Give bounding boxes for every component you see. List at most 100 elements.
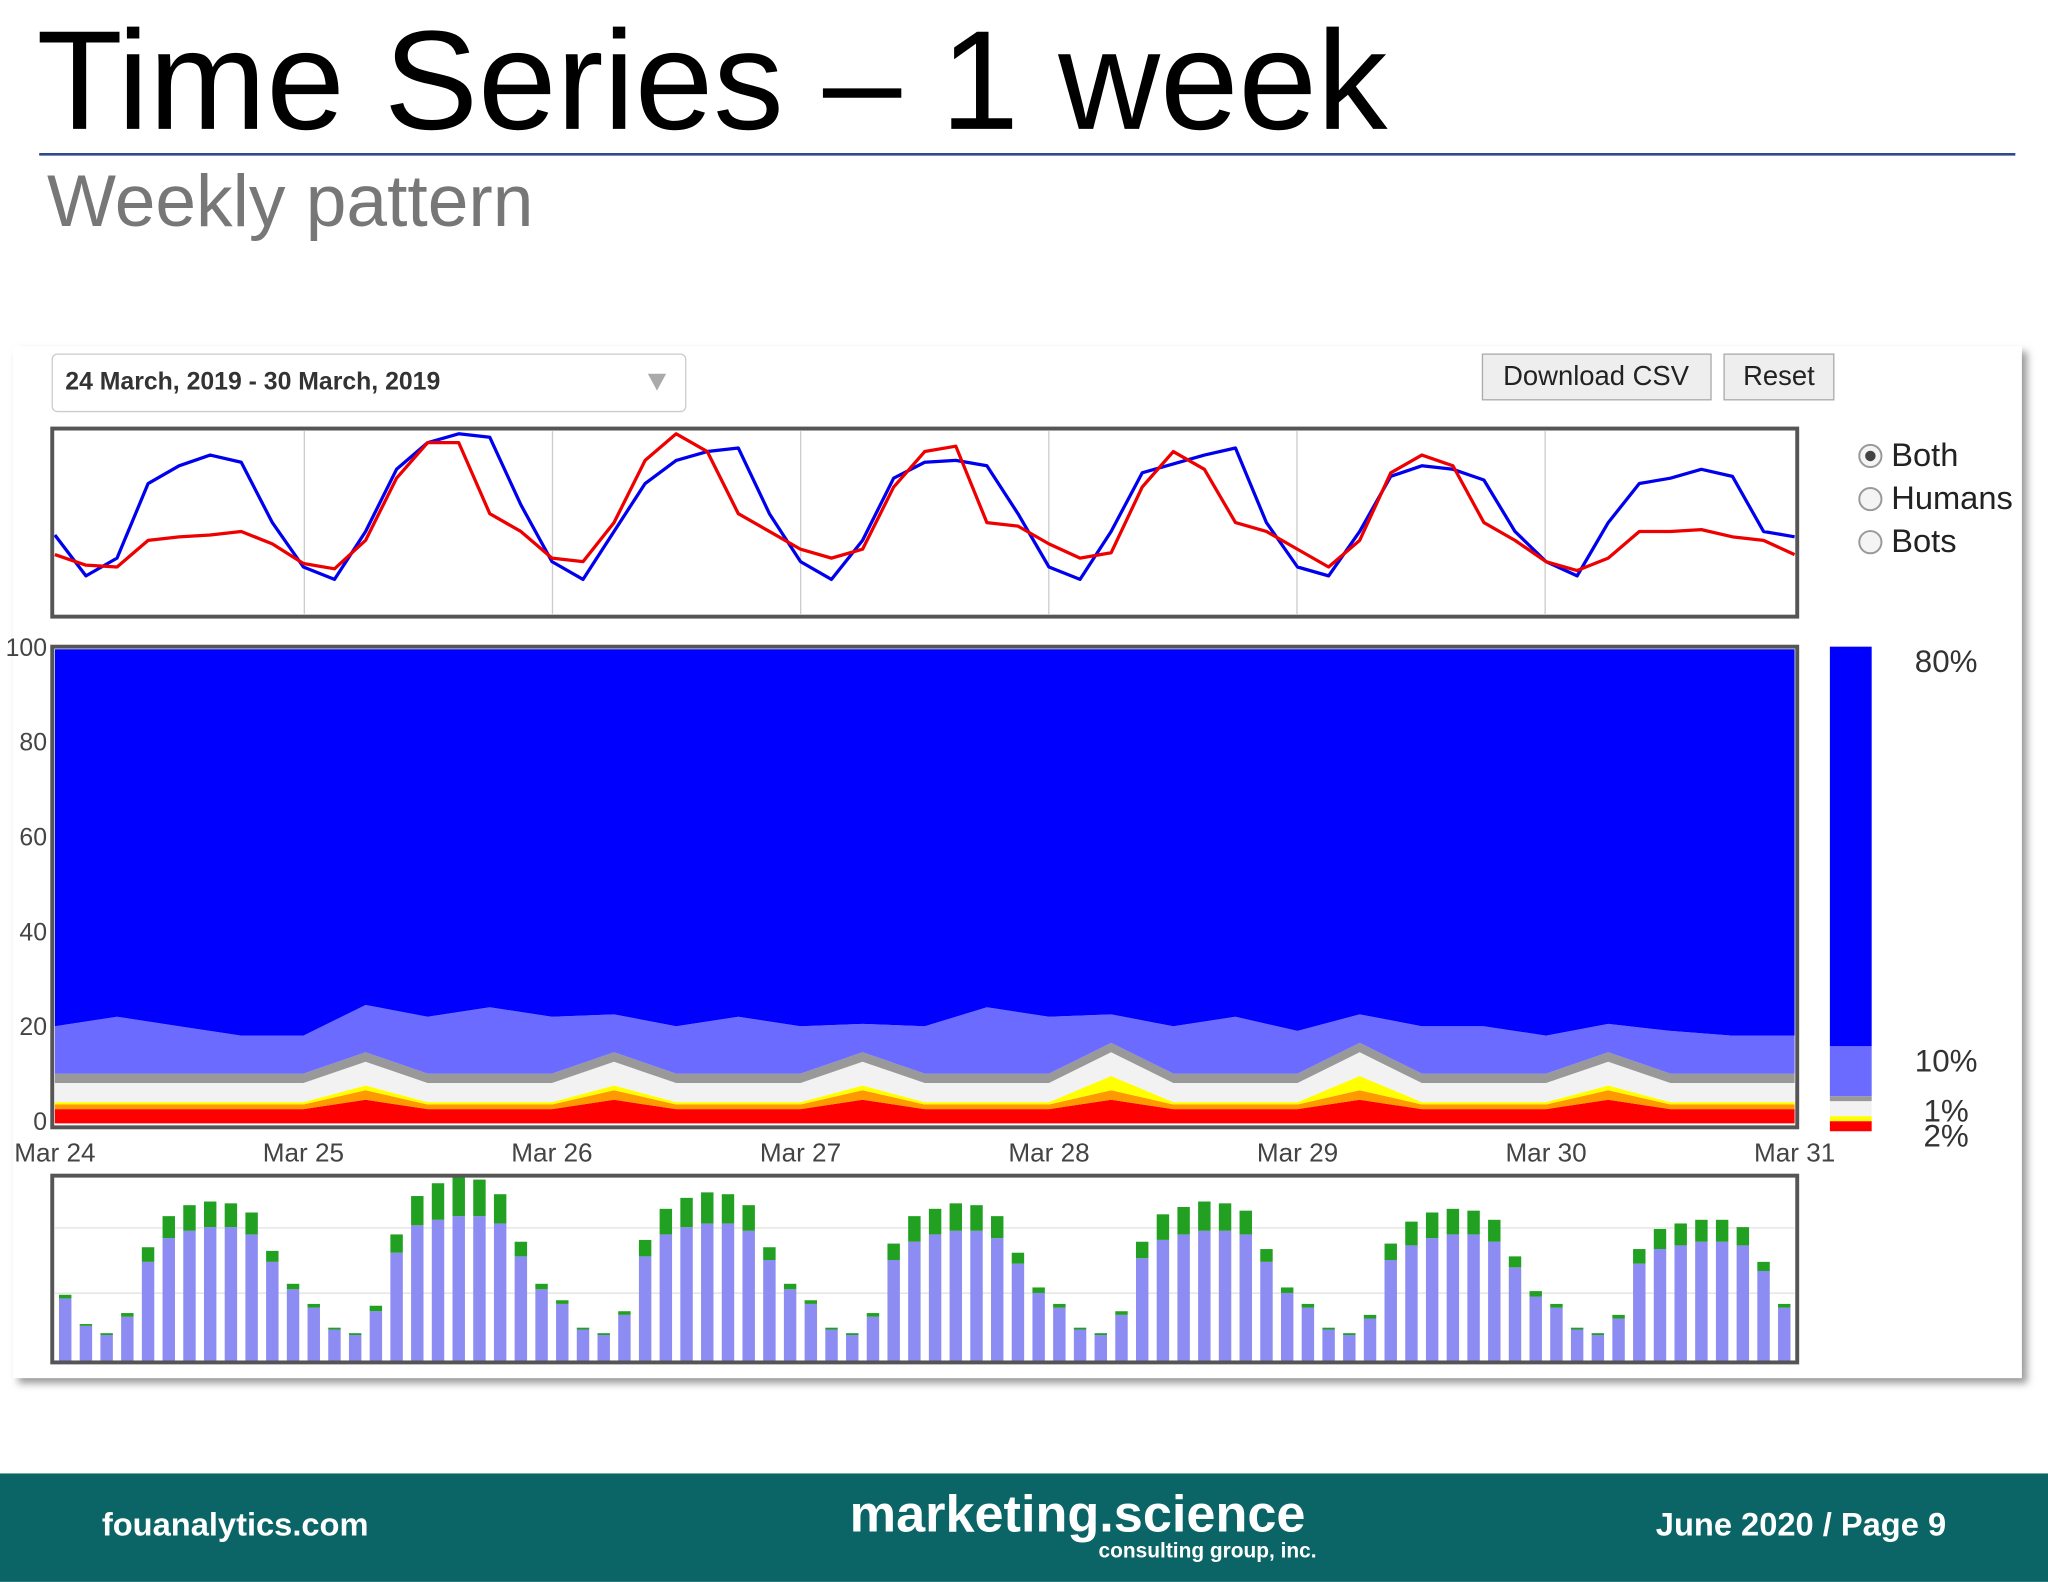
bar [804, 1300, 818, 1304]
bar [825, 1329, 838, 1363]
bar [411, 1196, 424, 1226]
dropdown-arrow [647, 373, 667, 391]
bar [1198, 1230, 1211, 1363]
bar [224, 1227, 238, 1363]
date-dropdown[interactable] [51, 353, 687, 413]
day-lines [303, 431, 1546, 615]
bar [121, 1316, 134, 1363]
bar [245, 1212, 258, 1235]
button-label: Download CSV [1503, 360, 1690, 391]
bar [1322, 1329, 1335, 1363]
bar [1591, 1335, 1605, 1363]
y-tick-label: 80 [19, 730, 47, 757]
bar [1032, 1287, 1045, 1293]
bar [659, 1234, 673, 1363]
bar [866, 1313, 880, 1317]
legend-segment [1829, 1101, 1872, 1117]
bar [203, 1227, 217, 1363]
radio-group: Both Humans Bots [1858, 436, 2013, 559]
bar [141, 1247, 155, 1262]
bar [928, 1208, 942, 1235]
radio[interactable] [1858, 530, 1883, 555]
bar [1280, 1292, 1294, 1363]
footer-right: June 2020 / Page 9 [1656, 1506, 1946, 1543]
bar [535, 1283, 548, 1290]
bar [1094, 1335, 1107, 1363]
bar [79, 1325, 93, 1363]
bar [991, 1238, 1004, 1363]
x-tick-label: Mar 31 [1754, 1138, 1835, 1168]
x-tick-label: Mar 24 [14, 1138, 95, 1168]
bar [783, 1283, 797, 1290]
bar [473, 1179, 486, 1217]
bar [162, 1216, 175, 1239]
bar [1405, 1221, 1418, 1246]
plot-area [52, 428, 1798, 617]
legend-label: 2% [1923, 1119, 1968, 1154]
bar [1384, 1243, 1397, 1261]
bar [846, 1335, 859, 1363]
bar [1177, 1207, 1190, 1235]
bar [1384, 1260, 1397, 1363]
bar [1508, 1256, 1522, 1268]
bar [1736, 1227, 1750, 1246]
legend-segment [1829, 1096, 1872, 1102]
bar [328, 1329, 341, 1363]
bar [597, 1333, 610, 1335]
button[interactable] [1723, 353, 1835, 401]
bar [866, 1316, 880, 1363]
bar [1115, 1314, 1128, 1363]
y-tick-label: 0 [33, 1109, 47, 1136]
bar [183, 1230, 196, 1363]
bar [1674, 1223, 1687, 1246]
bar [742, 1205, 755, 1231]
bar [701, 1223, 714, 1363]
bar [348, 1333, 362, 1335]
bar-chart [52, 1175, 1798, 1363]
radio[interactable] [1858, 487, 1883, 512]
bar [970, 1205, 983, 1231]
bar [390, 1234, 403, 1253]
bar [1053, 1303, 1066, 1308]
bar [1508, 1267, 1522, 1363]
bar [1239, 1234, 1252, 1363]
brand-sub: consulting group, inc. [1099, 1539, 1317, 1562]
bar [1425, 1212, 1439, 1239]
bar [928, 1234, 942, 1363]
bar [535, 1289, 548, 1363]
bar [618, 1314, 631, 1363]
bar [804, 1303, 818, 1363]
bar [1156, 1239, 1170, 1363]
legend-segment [1829, 1116, 1872, 1122]
bar [908, 1241, 921, 1363]
bar [1550, 1303, 1563, 1308]
area [54, 1052, 1795, 1103]
bar [721, 1223, 735, 1363]
bar [1633, 1249, 1646, 1264]
bar [1488, 1219, 1501, 1242]
bar [742, 1230, 755, 1363]
button[interactable] [1481, 353, 1712, 401]
area [54, 1099, 1795, 1124]
bar [1301, 1307, 1315, 1363]
bar [701, 1192, 714, 1224]
bar [514, 1241, 528, 1257]
y-tick-label: 20 [19, 1014, 47, 1041]
bar [1363, 1314, 1377, 1319]
line [53, 432, 1795, 582]
area-chart: 0 20 40 60 80 100 Mar 24 Mar 25 Mar 26 Mar 27 Mar … [6, 635, 1978, 1168]
radio-label: Both [1891, 436, 1958, 473]
bar [846, 1333, 859, 1335]
x-tick-label: Mar 30 [1505, 1138, 1586, 1168]
x-tick-label: Mar 25 [263, 1138, 344, 1168]
bar [473, 1216, 486, 1363]
y-tick-label: 100 [6, 635, 47, 662]
bar [1778, 1307, 1791, 1363]
bar [556, 1300, 569, 1304]
bar [576, 1327, 590, 1330]
bar [1218, 1230, 1232, 1363]
bar [79, 1324, 93, 1326]
date-range: 24 March, 2019 - 30 March, 2019 [65, 368, 440, 395]
radio-dot [1865, 450, 1876, 462]
subtitle: Weekly pattern [47, 161, 533, 242]
